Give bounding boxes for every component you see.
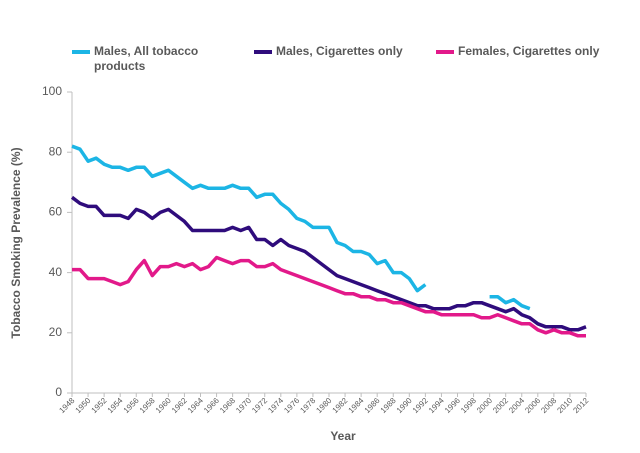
x-tick-label: 2012: [571, 396, 590, 415]
x-tick-label: 1990: [395, 396, 414, 415]
x-tick-label: 1968: [218, 396, 237, 415]
x-tick-label: 1986: [363, 396, 382, 415]
data-line: [71, 144, 531, 311]
x-tick-label: 1966: [202, 396, 221, 415]
x-tick-label: 1988: [379, 396, 398, 415]
x-tick-label: 2006: [523, 396, 542, 415]
x-tick-label: 1952: [90, 396, 109, 415]
x-tick-label: 2010: [555, 396, 574, 415]
x-tick-label: 1978: [298, 396, 317, 415]
legend-swatch: [436, 50, 454, 54]
x-tick-label: 1982: [331, 396, 350, 415]
x-tick-label: 1974: [266, 396, 285, 415]
x-tick-label: 1960: [154, 396, 173, 415]
x-tick-label: 1954: [106, 396, 125, 415]
data-line: [70, 195, 587, 332]
legend-label: Males, Cigarettes only: [276, 44, 403, 58]
x-tick-label: 1996: [443, 396, 462, 415]
y-tick-label: 40: [49, 265, 63, 279]
x-tick-label: 1956: [122, 396, 141, 415]
x-tick-label: 1970: [234, 396, 253, 415]
x-tick-label: 1964: [186, 396, 205, 415]
legend-swatch: [254, 50, 272, 54]
x-tick-label: 1950: [74, 396, 93, 415]
x-tick-label: 1972: [250, 396, 269, 415]
x-tick-label: 2002: [491, 396, 510, 415]
y-tick-label: 0: [55, 385, 62, 399]
x-tick-label: 1984: [347, 396, 366, 415]
x-tick-label: 2008: [539, 396, 558, 415]
y-tick-label: 100: [42, 84, 62, 98]
x-axis-label: Year: [330, 429, 356, 443]
x-tick-label: 1992: [411, 396, 430, 415]
x-tick-label: 1998: [459, 396, 478, 415]
x-tick-label: 1980: [314, 396, 333, 415]
x-tick-label: 1958: [138, 396, 157, 415]
y-axis-label: Tobacco Smoking Prevalence (%): [9, 147, 23, 338]
data-line: [72, 255, 586, 338]
x-tick-label: 1962: [170, 396, 189, 415]
x-tick-label: 1994: [427, 396, 446, 415]
y-tick-label: 80: [49, 144, 63, 158]
x-tick-label: 1976: [282, 396, 301, 415]
x-tick-label: 2004: [507, 396, 526, 415]
y-tick-label: 60: [49, 205, 63, 219]
x-tick-label: 2000: [475, 396, 494, 415]
legend-label: Males, All tobacco products: [94, 44, 199, 73]
legend-label: Females, Cigarettes only: [458, 44, 600, 58]
y-tick-label: 20: [49, 325, 63, 339]
legend-swatch: [72, 50, 90, 54]
